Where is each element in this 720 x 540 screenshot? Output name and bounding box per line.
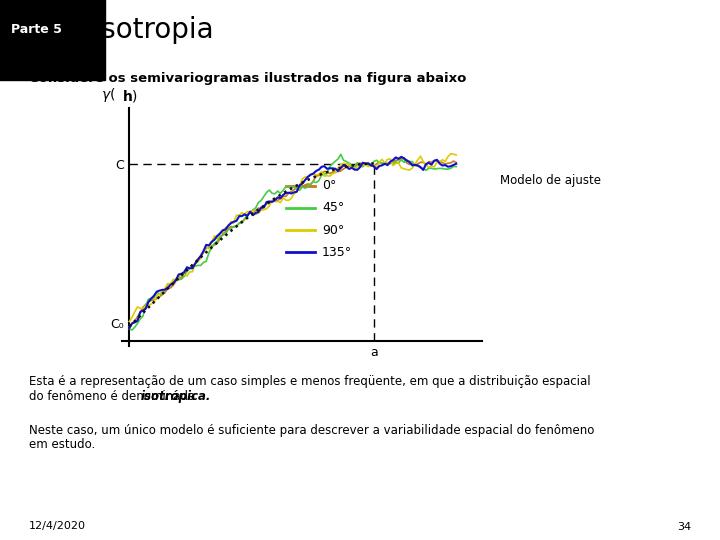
Text: 45°: 45° xyxy=(322,201,344,214)
Text: Esta é a representação de um caso simples e menos freqüente, em que a distribuiç: Esta é a representação de um caso simple… xyxy=(29,375,590,388)
Text: Modelo de ajuste: Modelo de ajuste xyxy=(500,174,601,187)
Text: $\gamma$(: $\gamma$( xyxy=(102,85,116,104)
Text: Neste caso, um único modelo é suficiente para descrever a variabilidade espacial: Neste caso, um único modelo é suficiente… xyxy=(29,424,594,437)
Text: 135°: 135° xyxy=(322,246,352,259)
Text: isotrópica.: isotrópica. xyxy=(140,390,211,403)
Text: 0°: 0° xyxy=(322,179,336,192)
Text: 12/4/2020: 12/4/2020 xyxy=(29,522,86,531)
Text: do fenômeno é denominada: do fenômeno é denominada xyxy=(29,390,199,403)
Text: ): ) xyxy=(132,90,138,104)
Text: 90°: 90° xyxy=(322,224,344,237)
Text: Isotropia: Isotropia xyxy=(94,16,215,44)
Text: Considere os semivariogramas ilustrados na figura abaixo: Considere os semivariogramas ilustrados … xyxy=(29,72,466,85)
Text: 34: 34 xyxy=(677,522,691,531)
Text: Parte 5: Parte 5 xyxy=(11,23,62,36)
Text: h: h xyxy=(122,90,132,104)
Text: em estudo.: em estudo. xyxy=(29,438,95,451)
